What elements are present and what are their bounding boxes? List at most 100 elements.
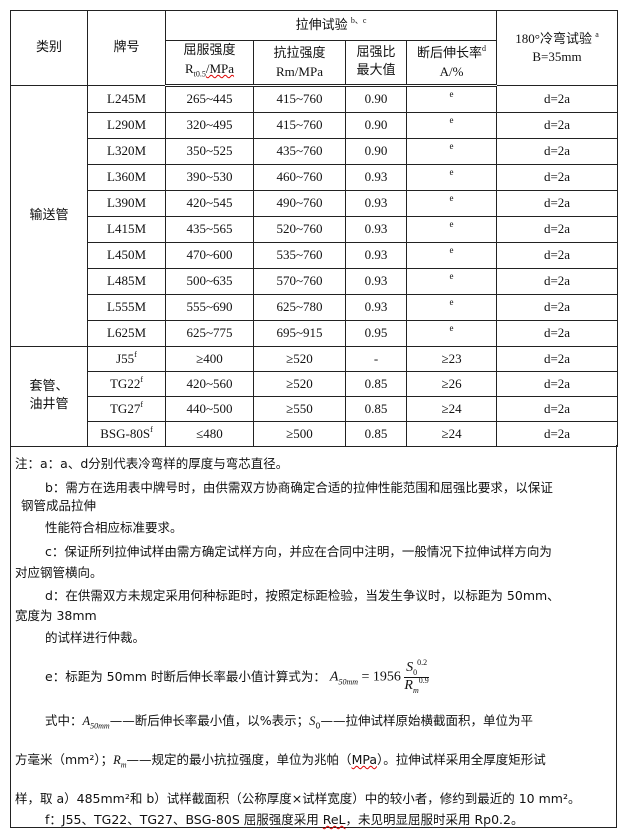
yield-cell: 555~690 xyxy=(165,293,254,321)
tensile-cell: 415~760 xyxy=(253,111,346,139)
header-yield-ratio: 屈强比 最大值 xyxy=(345,40,407,87)
grade-cell: J55f xyxy=(87,345,166,372)
elongation-cell: e xyxy=(405,293,498,321)
table-row: L485M 500~635 570~760 0.93 e d=2a xyxy=(11,267,619,295)
bend-cell: d=2a xyxy=(496,319,619,347)
yield-cell: 420~560 xyxy=(165,370,254,397)
yield-cell: 500~635 xyxy=(165,267,254,295)
grade-cell: L555M xyxy=(87,293,166,321)
bend-cell: d=2a xyxy=(496,395,619,422)
elongation-cell: e xyxy=(405,267,498,295)
yield-cell: 420~545 xyxy=(165,189,254,217)
yield-cell: 320~495 xyxy=(165,111,254,139)
tensile-cell: 490~760 xyxy=(253,189,346,217)
bend-cell: d=2a xyxy=(496,370,619,397)
ratio-cell: 0.93 xyxy=(345,293,407,321)
ratio-cell: 0.93 xyxy=(345,267,407,295)
header-yield-strength: 屈服强度 Rt0.5/MPa xyxy=(165,40,254,87)
ratio-cell: 0.85 xyxy=(345,370,407,397)
header-grade: 牌号 xyxy=(87,10,166,86)
ratio-cell: 0.85 xyxy=(345,420,407,447)
tensile-cell: 460~760 xyxy=(253,163,346,191)
note-a: 注：a：a、d分别代表冷弯样的厚度与弯芯直径。 xyxy=(15,456,289,471)
ratio-cell: 0.95 xyxy=(345,319,407,347)
grade-cell: L485M xyxy=(87,267,166,295)
ratio-cell: 0.93 xyxy=(345,163,407,191)
note-b-cont: 钢管成品拉伸 xyxy=(21,498,97,513)
elongation-cell: e xyxy=(405,84,498,113)
tensile-cell: 415~760 xyxy=(253,84,346,113)
elongation-cell: ≥26 xyxy=(405,370,498,397)
note-e-formula-def: 式中：A50mm——断后伸长率最小值，以%表示；S0——拉伸试样原始横截面积，单… xyxy=(45,713,533,731)
ratio-cell: 0.93 xyxy=(345,241,407,269)
bend-cell: d=2a xyxy=(496,293,619,321)
category-cell: 套管、 油井管 xyxy=(10,345,88,447)
note-d-cont: 宽度为 38mm xyxy=(15,608,97,623)
ratio-cell: 0.93 xyxy=(345,189,407,217)
grade-cell: TG22f xyxy=(87,370,166,397)
note-e-cont: 方毫米（mm²）；Rm——规定的最小抗拉强度，单位为兆帕（MPa）。拉伸试样采用… xyxy=(15,752,546,770)
note-e: e：标距为 50mm 时断后伸长率最小值计算式为： A50mm = 1956 S… xyxy=(45,658,429,695)
elongation-cell: e xyxy=(405,189,498,217)
elongation-cell: e xyxy=(405,163,498,191)
table-row: L320M 350~525 435~760 0.90 e d=2a xyxy=(11,137,619,165)
bend-cell: d=2a xyxy=(496,420,619,447)
yield-cell: 470~600 xyxy=(165,241,254,269)
tensile-cell: 535~760 xyxy=(253,241,346,269)
ratio-cell: 0.90 xyxy=(345,111,407,139)
elongation-cell: e xyxy=(405,137,498,165)
header-bend-test: 180°冷弯试验 a B=35mm xyxy=(496,10,619,86)
note-b: b：需方在选用表中牌号时，由供需双方协商确定合适的拉伸性能范围和屈强比要求，以保… xyxy=(45,480,553,495)
ratio-cell: - xyxy=(345,345,407,372)
table-row: TG27f 440~500 ≥550 0.85 ≥24 d=2a xyxy=(11,395,619,422)
header-category: 类别 xyxy=(10,10,88,86)
header-tensile-test: 拉伸试验 b、c xyxy=(164,10,498,41)
note-e-cont2: 样，取 a）485mm²和 b）试样截面积（公称厚度×试样宽度）中的较小者，修约… xyxy=(15,791,581,806)
elongation-cell: e xyxy=(405,319,498,347)
yield-cell: 440~500 xyxy=(165,395,254,422)
table-row: L625M 625~775 695~915 0.95 e d=2a xyxy=(11,319,619,347)
yield-cell: ≤480 xyxy=(165,420,254,447)
yield-cell: 435~565 xyxy=(165,215,254,243)
note-d: d：在供需双方未规定采用何种标距时，按照定标距检验，当发生争议时，以标距为 50… xyxy=(45,588,560,603)
elongation-cell: ≥24 xyxy=(405,395,498,422)
table-row: L555M 555~690 625~780 0.93 e d=2a xyxy=(11,293,619,321)
note-b-cont2: 性能符合相应标准要求。 xyxy=(45,520,183,535)
grade-cell: L245M xyxy=(87,84,166,113)
tensile-cell: ≥520 xyxy=(253,370,346,397)
steel-pipe-properties-table: 类别 牌号 拉伸试验 b、c 180°冷弯试验 a B=35mm 屈服强度 Rt0.… xyxy=(10,10,619,447)
yield-cell: 625~775 xyxy=(165,319,254,347)
ratio-cell: 0.93 xyxy=(345,215,407,243)
table-row: BSG-80Sf ≤480 ≥500 0.85 ≥24 d=2a xyxy=(11,420,619,447)
bend-cell: d=2a xyxy=(496,137,619,165)
bend-cell: d=2a xyxy=(496,241,619,269)
tensile-cell: 570~760 xyxy=(253,267,346,295)
grade-cell: L290M xyxy=(87,111,166,139)
grade-cell: L390M xyxy=(87,189,166,217)
tensile-cell: 625~780 xyxy=(253,293,346,321)
note-f: f：J55、TG22、TG27、BSG-80S 屈服强度采用 ReL，未见明显屈… xyxy=(45,812,524,827)
grade-cell: L415M xyxy=(87,215,166,243)
table-row: L390M 420~545 490~760 0.93 e d=2a xyxy=(11,189,619,217)
bend-cell: d=2a xyxy=(496,84,619,113)
bend-cell: d=2a xyxy=(496,267,619,295)
yield-cell: 265~445 xyxy=(165,84,254,113)
table-row: L415M 435~565 520~760 0.93 e d=2a xyxy=(11,215,619,243)
elongation-cell: ≥24 xyxy=(405,420,498,447)
grade-cell: L360M xyxy=(87,163,166,191)
header-tensile-strength: 抗拉强度 Rm/MPa xyxy=(253,40,346,87)
table-row: 输送管 L245M 265~445 415~760 0.90 e d=2a xyxy=(10,84,619,347)
table-row: L290M 320~495 415~760 0.90 e d=2a xyxy=(11,111,619,139)
tensile-cell: 435~760 xyxy=(253,137,346,165)
table-row: 套管、 油井管 J55f ≥400 ≥520- ≥23 d=2a xyxy=(10,345,619,447)
grade-cell: L450M xyxy=(87,241,166,269)
tensile-cell: ≥500 xyxy=(253,420,346,447)
yield-cell: ≥400 xyxy=(165,345,254,372)
tensile-cell: ≥550 xyxy=(253,395,346,422)
bend-cell: d=2a xyxy=(496,163,619,191)
tensile-cell: 695~915 xyxy=(253,319,346,347)
ratio-cell: 0.85 xyxy=(345,395,407,422)
grade-cell: TG27f xyxy=(87,395,166,422)
note-c: c：保证所列拉伸试样由需方确定试样方向，并应在合同中注明，一般情况下拉伸试样方向… xyxy=(45,544,552,559)
note-d-cont2: 的试样进行仲裁。 xyxy=(45,630,146,645)
